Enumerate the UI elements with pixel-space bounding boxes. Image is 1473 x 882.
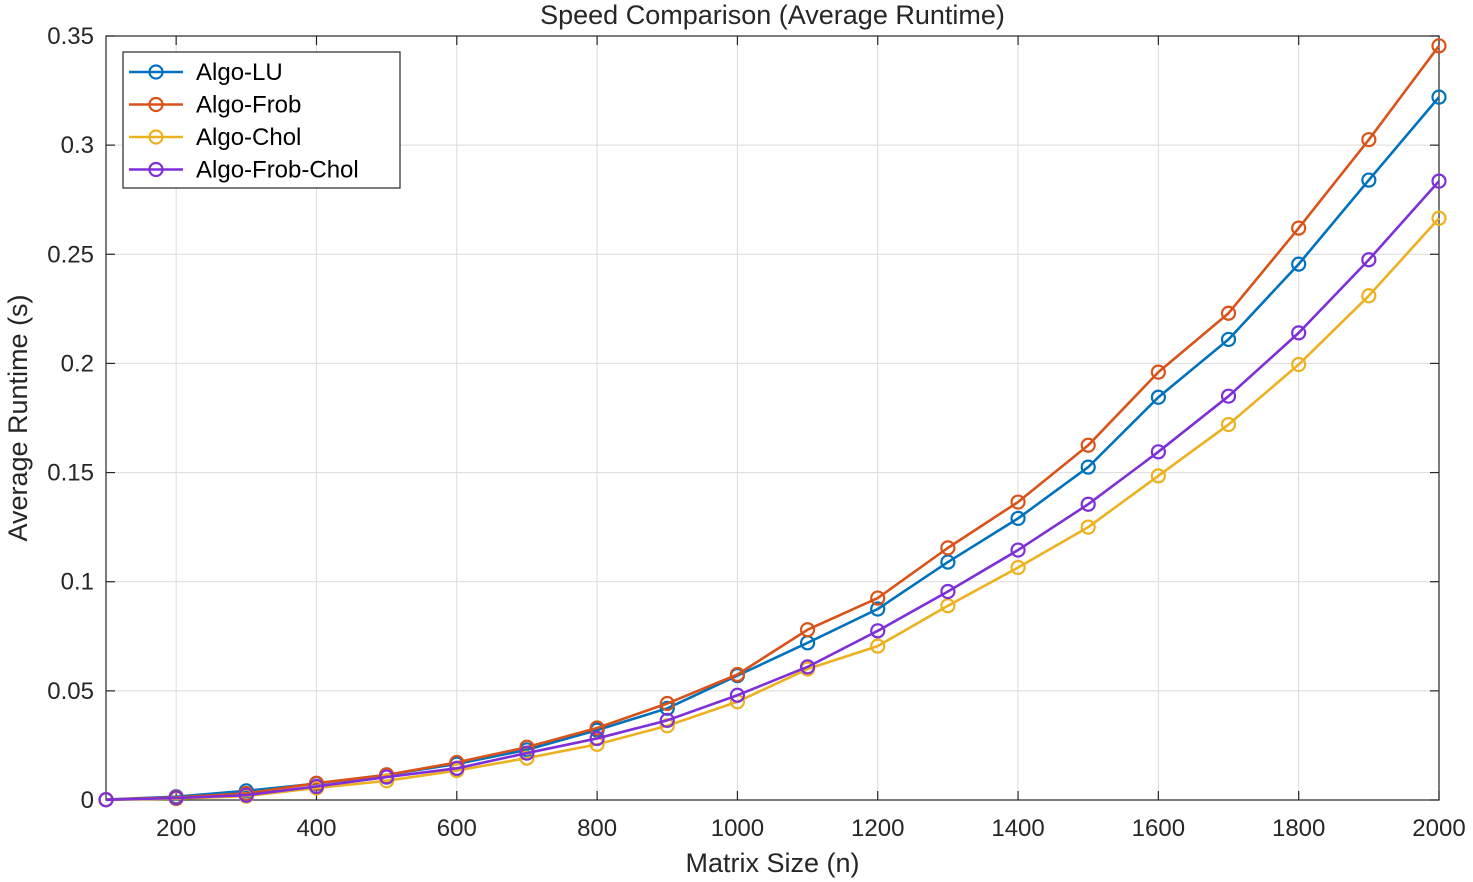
legend-marker bbox=[148, 96, 164, 113]
legend-item: Algo-Frob bbox=[129, 92, 301, 119]
x-tick-label: 400 bbox=[296, 815, 336, 842]
data-point bbox=[1431, 89, 1447, 105]
x-tick-label: 800 bbox=[577, 815, 617, 842]
series-line bbox=[105, 217, 1440, 802]
data-point bbox=[1150, 364, 1166, 380]
data-point bbox=[1010, 510, 1026, 527]
data-point bbox=[940, 583, 956, 600]
data-point bbox=[168, 790, 184, 806]
data-point bbox=[1361, 252, 1377, 268]
legend-label: Algo-Frob bbox=[196, 92, 301, 119]
series-algo-frob-chol bbox=[98, 173, 1447, 808]
legend-box bbox=[122, 51, 401, 189]
legend-label: Algo-Chol bbox=[196, 124, 301, 151]
data-point bbox=[1361, 172, 1377, 188]
data-point bbox=[1080, 519, 1096, 535]
y-tick-label: 0.1 bbox=[61, 569, 94, 596]
x-tick-label: 1600 bbox=[1132, 815, 1185, 842]
data-point bbox=[870, 601, 886, 617]
legend-item: Algo-Chol bbox=[129, 124, 301, 151]
legend-item: Algo-Frob-Chol bbox=[129, 157, 359, 184]
data-point bbox=[1080, 459, 1096, 475]
y-tick-label: 0.2 bbox=[61, 350, 94, 377]
series-line bbox=[105, 45, 1441, 801]
y-tick-label: 0.25 bbox=[47, 241, 94, 268]
data-point bbox=[1361, 132, 1377, 148]
data-point bbox=[870, 623, 886, 639]
data-point bbox=[238, 787, 254, 803]
data-point bbox=[1431, 173, 1447, 189]
data-point bbox=[1220, 388, 1237, 404]
data-point bbox=[1150, 444, 1166, 460]
data-point bbox=[1291, 256, 1307, 272]
data-point bbox=[1220, 416, 1237, 433]
data-point bbox=[1010, 494, 1026, 510]
data-point bbox=[449, 760, 465, 776]
data-point bbox=[799, 622, 816, 638]
legend-marker bbox=[148, 129, 164, 145]
x-tick-label: 2000 bbox=[1412, 815, 1465, 842]
data-point bbox=[1010, 542, 1026, 558]
series-group bbox=[98, 38, 1447, 808]
legend-label: Algo-LU bbox=[196, 59, 283, 86]
y-axis-title: Average Runtime (s) bbox=[3, 294, 33, 541]
legend-marker bbox=[148, 64, 164, 80]
data-point bbox=[659, 695, 675, 712]
x-tick-label: 600 bbox=[437, 815, 477, 842]
data-point bbox=[729, 666, 746, 683]
data-point bbox=[1220, 305, 1237, 321]
data-point bbox=[1220, 331, 1237, 348]
axis-ticks: 200 400 600 800 1000 1200 1400 1600 1800 2000 0 0.0… bbox=[47, 23, 1465, 842]
plot-frame bbox=[105, 35, 1440, 801]
data-point bbox=[1431, 38, 1447, 54]
x-tick-label: 1000 bbox=[711, 815, 764, 842]
data-point bbox=[940, 598, 956, 614]
data-point bbox=[1361, 288, 1377, 304]
data-point bbox=[659, 712, 675, 728]
legend: Algo-LU Algo-Frob Algo-Chol Algo-Frob-Chol bbox=[122, 51, 401, 189]
data-point bbox=[1431, 210, 1447, 226]
data-point bbox=[1291, 356, 1307, 373]
data-point bbox=[1150, 389, 1166, 405]
data-point bbox=[519, 745, 535, 761]
data-point bbox=[589, 720, 605, 736]
data-point bbox=[940, 554, 956, 570]
data-point bbox=[589, 730, 605, 747]
data-point bbox=[870, 638, 886, 654]
data-point bbox=[1291, 220, 1307, 236]
legend-item: Algo-LU bbox=[129, 59, 283, 86]
data-point bbox=[98, 792, 114, 808]
data-point bbox=[1291, 325, 1307, 341]
data-point bbox=[940, 540, 956, 556]
data-point bbox=[379, 769, 395, 785]
y-tick-label: 0 bbox=[81, 787, 94, 814]
y-tick-label: 0.15 bbox=[47, 460, 94, 487]
x-axis-title: Matrix Size (n) bbox=[685, 848, 859, 878]
x-tick-label: 1800 bbox=[1272, 815, 1325, 842]
data-point bbox=[1150, 468, 1166, 484]
data-point bbox=[308, 778, 325, 795]
data-point bbox=[519, 750, 535, 766]
chart-title: Speed Comparison (Average Runtime) bbox=[540, 0, 1005, 30]
legend-label: Algo-Frob-Chol bbox=[196, 157, 359, 184]
x-tick-label: 1400 bbox=[991, 815, 1044, 842]
x-tick-label: 1200 bbox=[851, 815, 904, 842]
data-point bbox=[799, 659, 816, 675]
y-tick-label: 0.05 bbox=[47, 678, 94, 705]
y-tick-label: 0.3 bbox=[61, 132, 94, 159]
data-point bbox=[729, 687, 746, 703]
legend-marker bbox=[148, 161, 164, 178]
data-point bbox=[1080, 496, 1096, 512]
data-point bbox=[1080, 437, 1096, 453]
data-point bbox=[1010, 559, 1026, 576]
data-point bbox=[870, 590, 886, 606]
series-line bbox=[105, 180, 1440, 802]
y-tick-label: 0.35 bbox=[47, 23, 94, 50]
x-tick-label: 200 bbox=[156, 815, 196, 842]
